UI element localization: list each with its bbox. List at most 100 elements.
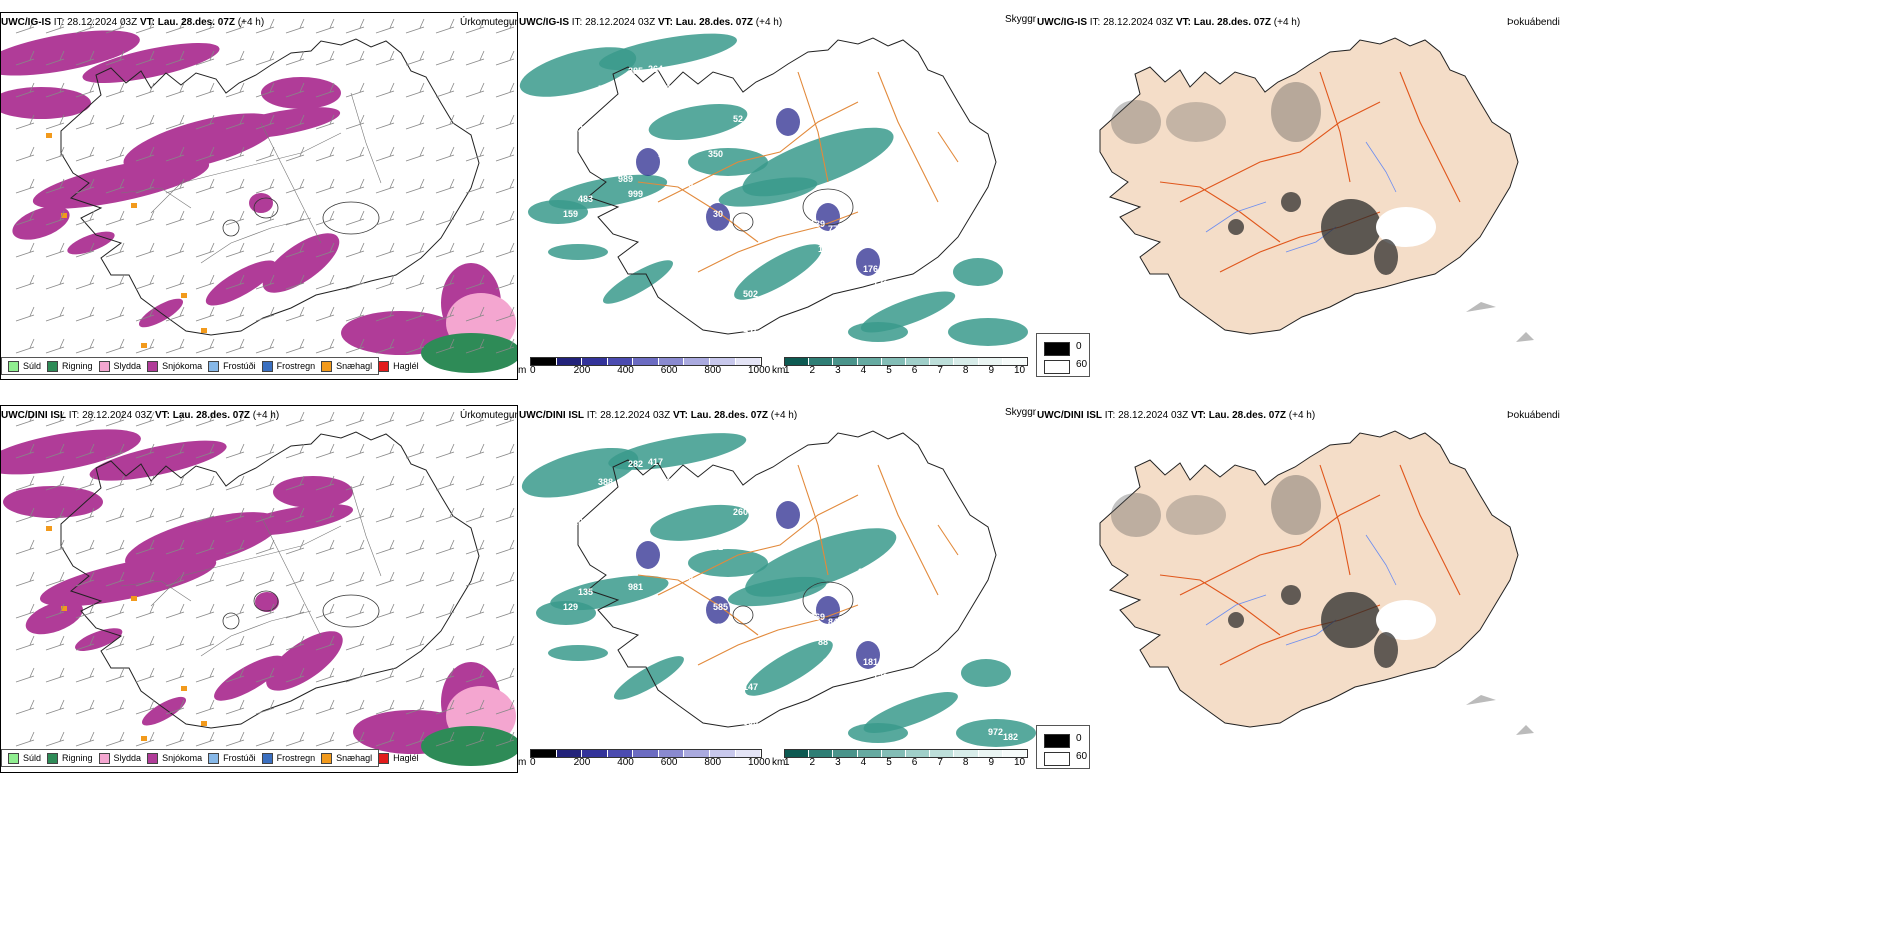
low-visibility-area [548,244,608,260]
wind-barb [435,146,455,162]
wind-barb [165,507,185,523]
wind-barb [135,338,155,354]
wind-barb [165,50,185,66]
wind-barb [255,443,275,459]
station-value: 461 [708,542,723,552]
scale-tick: 2 [809,757,816,768]
station-value: 596 [743,717,758,727]
legend-swatch [208,752,220,764]
wind-barb [195,114,215,130]
wind-barb [345,50,365,66]
station-value: 813 [818,487,833,497]
wind-barb [75,306,95,322]
wind-barb [495,18,515,34]
legend-label: Rigning [62,361,93,371]
legend-label: Frostregn [276,753,316,763]
snow-area [32,157,210,209]
wind-barb [75,539,95,555]
wind-barb [165,667,185,683]
station-value: 542 [568,124,583,134]
scale-tick: 3 [835,365,841,376]
wind-barb [165,18,185,34]
wind-barb [255,667,275,683]
snow-area [67,231,115,255]
scale-unit: m [518,365,527,376]
wind-barb [225,18,245,34]
wind-barb [135,146,155,162]
station-value: 52 [733,114,743,124]
wind-barb [405,114,425,130]
wind-barb [165,306,185,322]
station-value: 812 [858,567,873,577]
station-value: 353 [633,602,648,612]
legend-item: Rigning [47,752,93,764]
wind-barb [315,507,335,523]
low-visibility-area [848,322,908,342]
scale-tick: 4 [860,365,867,376]
legend-swatch [8,752,19,764]
station-value: 311 [716,622,731,632]
legend-item: Slydda [98,360,141,372]
wind-barb [375,82,395,98]
wind-barb [435,411,455,427]
wind-barb [345,571,365,587]
wind-barb [15,667,35,683]
scale-tick: 7 [937,365,943,376]
cloud-header-top: UWC/IG-IS IT: 28.12.2024 03Z VT: Lau. 28… [519,17,783,28]
station-value: 430 [723,139,738,149]
wind-barb [195,242,215,258]
station-value: 428 [818,94,833,104]
legend-item: Slydda [98,752,141,764]
wind-barb [165,603,185,619]
wind-barb [285,274,305,290]
wind-barb [435,443,455,459]
wind-barb [45,507,65,523]
vis-scale-bottom: km 1 2 3 4 5 6 7 8 9 10 [772,749,1034,769]
wind-barb [405,242,425,258]
precip-legend-bottom: Súld Rigning Slydda Snjókoma Frostúði Frostre… [1,749,419,767]
fog-map-bottom [1036,405,1551,773]
snow-pellet-area [181,293,187,298]
fog-title-bottom: Þokuábendi [1507,410,1560,421]
wind-barb [315,178,335,194]
legend-swatch [321,752,333,764]
wind-barb [255,571,275,587]
wind-barb [45,50,65,66]
wind-barb [135,114,155,130]
wind-barb [45,571,65,587]
cloud-panel-bottom: 388 282 417 209 910 260 220 498 813 711 461 160 158 9… [518,405,1036,773]
legend-swatch [147,360,159,372]
wind-barb [495,571,515,587]
wind-barb [255,18,275,34]
station-value: 214 [938,742,953,752]
wind-barb [105,50,125,66]
scale-tick: 1000 [748,757,771,768]
wind-barb [465,699,485,715]
wind-barb [315,731,335,747]
wind-barb [75,146,95,162]
fog-panel-top [1036,12,1551,380]
wind-barb [105,571,125,587]
wind-barb [285,210,305,226]
wind-barb [465,443,485,459]
station-value: 605 [678,179,693,189]
wind-barb [255,50,275,66]
snow-pellet-area [46,526,52,531]
wind-barb [225,603,245,619]
wind-barb [105,242,125,258]
low-visibility-area [536,601,596,625]
wind-barb [285,507,305,523]
wind-barb [255,274,275,290]
low-visibility-area [528,200,588,224]
wind-barb [285,731,305,747]
wind-barb [285,667,305,683]
wind-barb [345,443,365,459]
wind-barb [345,82,365,98]
wind-barb [75,443,95,459]
station-value: 498 [818,517,833,527]
wind-barb [195,210,215,226]
wind-barb [105,635,125,651]
station-value: 910 [568,517,583,527]
snow-area [205,260,277,306]
wind-barb [405,507,425,523]
